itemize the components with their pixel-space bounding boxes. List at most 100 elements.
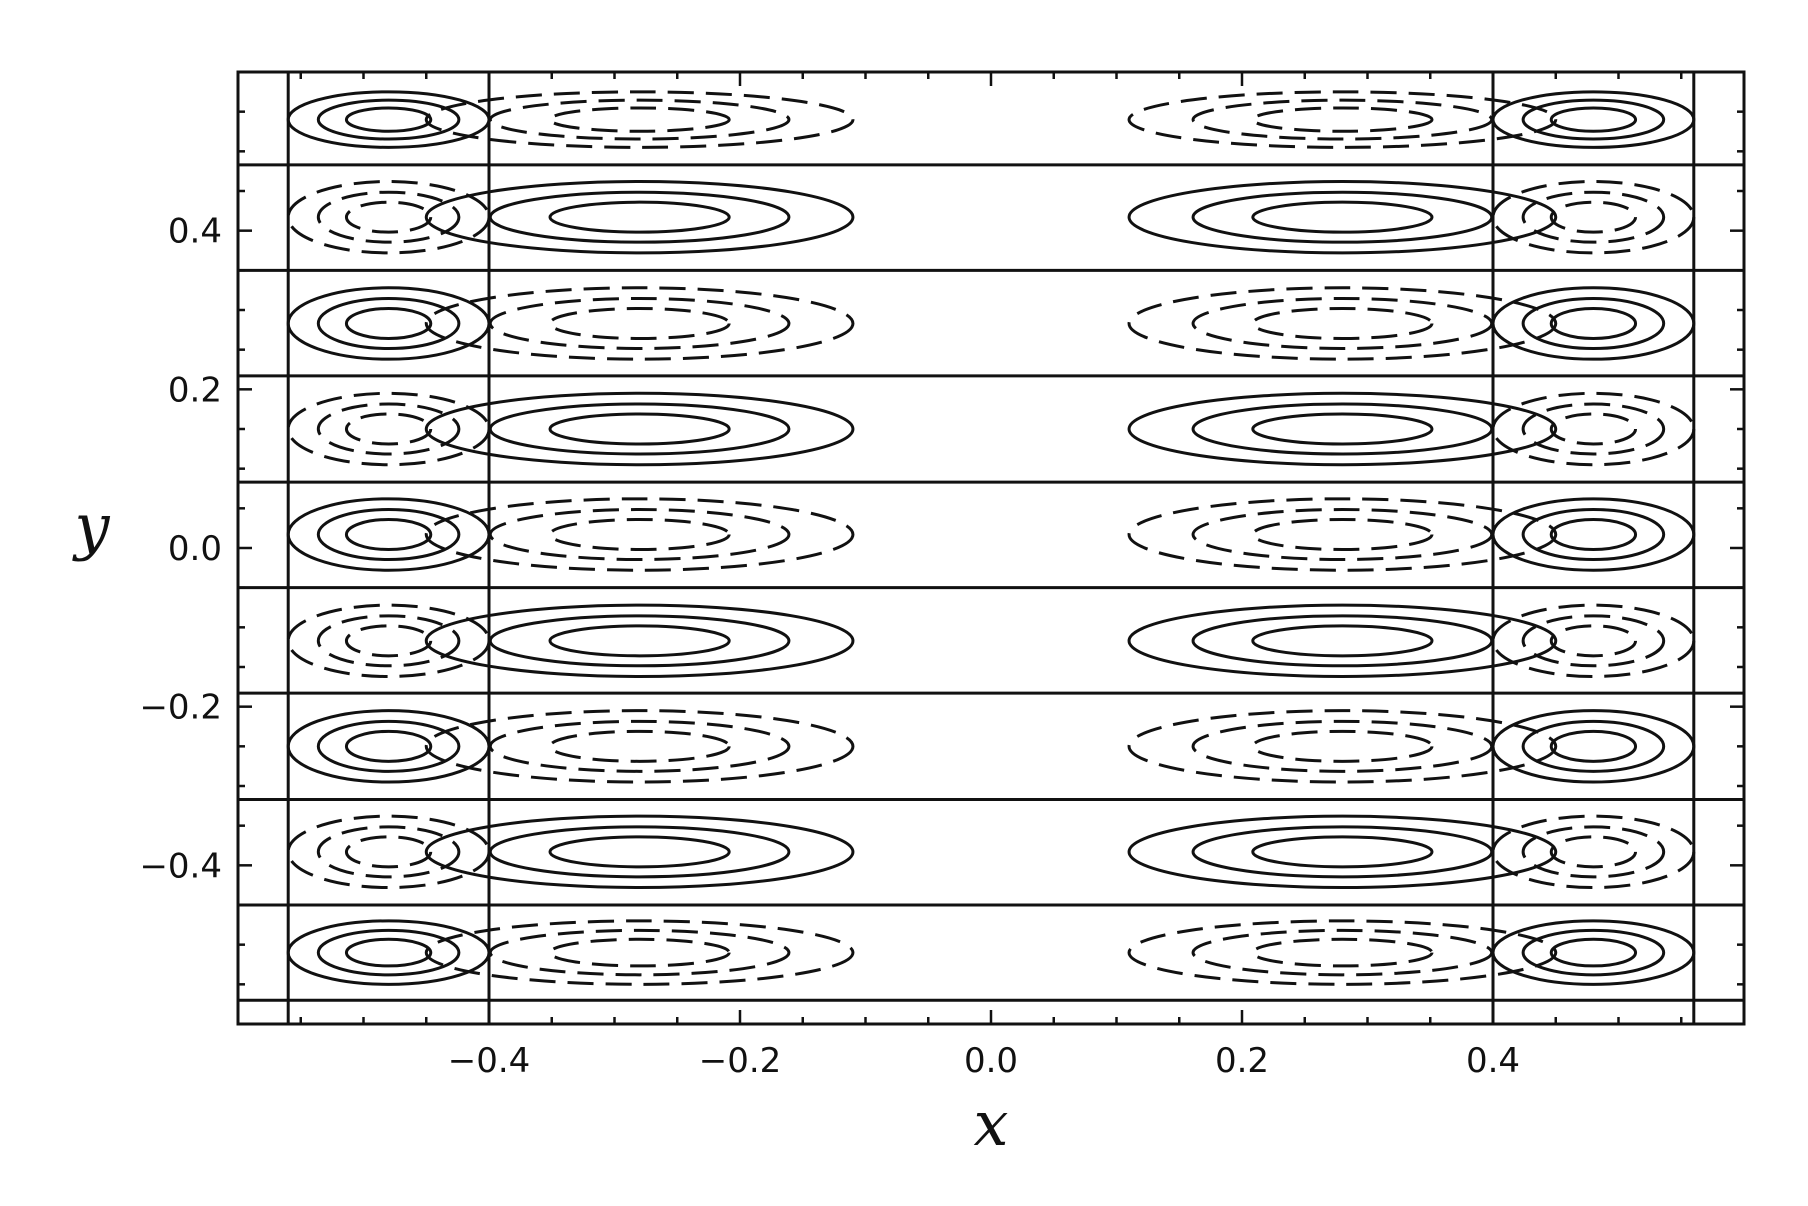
positive-contour-18-2	[344, 518, 433, 552]
negative-contour-1-2	[1251, 106, 1434, 133]
y-tick-label: −0.2	[139, 688, 222, 728]
negative-contour-23-1	[1521, 614, 1666, 668]
plot-frame	[236, 70, 1746, 1026]
negative-contour-24-2	[548, 729, 731, 763]
negative-contour-25-1	[1191, 719, 1494, 773]
negative-contour-23-2	[1549, 624, 1638, 658]
negative-contour-31-1	[1521, 825, 1666, 879]
negative-contour-32-0	[424, 919, 855, 986]
contour-lines	[286, 90, 1696, 986]
y-tick-label: 0.4	[168, 212, 222, 252]
negative-contour-1-0	[1127, 90, 1558, 149]
positive-contour-34-1	[316, 928, 461, 977]
positive-contour-11-1	[1521, 296, 1666, 350]
negative-contour-15-2	[1549, 412, 1638, 446]
negative-contour-15-1	[1521, 402, 1666, 456]
positive-contour-26-1	[316, 719, 461, 773]
negative-contour-25-0	[1127, 709, 1558, 784]
positive-contour-3-1	[1521, 98, 1666, 141]
negative-contour-8-2	[548, 306, 731, 340]
negative-contour-32-1	[488, 928, 791, 977]
positive-contour-34-2	[344, 937, 433, 968]
positive-contour-27-1	[1521, 719, 1666, 773]
positive-contour-12-2	[548, 412, 731, 446]
positive-contour-3-2	[1549, 106, 1638, 133]
y-tick-labels: −0.4 −0.2 0.0 0.2 0.4	[139, 212, 222, 887]
negative-contour-33-1	[1191, 928, 1494, 977]
positive-contour-4-1	[488, 190, 791, 244]
positive-contour-29-0	[1127, 814, 1558, 890]
negative-contour-7-2	[1549, 200, 1638, 234]
positive-contour-5-2	[1251, 200, 1434, 234]
negative-contour-16-0	[424, 497, 855, 572]
positive-contour-13-2	[1251, 412, 1434, 446]
zero-contour-lines	[238, 72, 1744, 1024]
positive-contour-19-2	[1549, 518, 1638, 552]
positive-contour-12-1	[488, 402, 791, 456]
negative-contour-33-2	[1251, 937, 1434, 968]
axis-ticks	[236, 70, 1746, 1026]
x-tick-label: 0.2	[1215, 1041, 1269, 1081]
positive-contour-20-1	[488, 614, 791, 668]
positive-contour-4-2	[548, 200, 731, 234]
positive-contour-5-1	[1191, 190, 1494, 244]
negative-contour-22-2	[344, 624, 433, 658]
positive-contour-35-2	[1549, 937, 1638, 968]
positive-contour-5-0	[1127, 179, 1558, 255]
negative-contour-30-2	[344, 835, 433, 869]
x-tick-label: −0.2	[699, 1041, 782, 1081]
negative-contour-16-2	[548, 518, 731, 552]
positive-contour-12-0	[424, 391, 855, 467]
negative-contour-24-1	[488, 719, 791, 773]
positive-contour-20-0	[424, 603, 855, 679]
negative-contour-14-1	[316, 402, 461, 456]
x-tick-labels: −0.4 −0.2 0.0 0.2 0.4	[448, 1041, 1520, 1081]
negative-contour-33-0	[1127, 919, 1558, 986]
positive-contour-29-1	[1191, 825, 1494, 879]
positive-contour-2-1	[316, 98, 461, 141]
x-tick-label: −0.4	[448, 1041, 531, 1081]
positive-contour-20-2	[548, 624, 731, 658]
negative-contour-9-2	[1251, 306, 1434, 340]
y-tick-label: 0.2	[168, 370, 222, 410]
negative-contour-0-1	[488, 98, 791, 141]
positive-contour-21-1	[1191, 614, 1494, 668]
positive-contour-4-0	[424, 179, 855, 255]
positive-contour-11-2	[1549, 306, 1638, 340]
positive-contour-13-0	[1127, 391, 1558, 467]
positive-contour-29-2	[1251, 835, 1434, 869]
positive-contour-2-2	[344, 106, 433, 133]
negative-contour-9-1	[1191, 296, 1494, 350]
positive-contour-26-2	[344, 729, 433, 763]
negative-contour-1-1	[1191, 98, 1494, 141]
negative-contour-30-1	[316, 825, 461, 879]
negative-contour-32-2	[548, 937, 731, 968]
negative-contour-0-2	[548, 106, 731, 133]
positive-contour-18-1	[316, 508, 461, 562]
negative-contour-17-0	[1127, 497, 1558, 572]
x-tick-label: 0.0	[964, 1041, 1018, 1081]
negative-contour-24-0	[424, 709, 855, 784]
positive-contour-35-1	[1521, 928, 1666, 977]
y-axis-label: y	[71, 490, 110, 563]
positive-contour-13-1	[1191, 402, 1494, 456]
negative-contour-8-1	[488, 296, 791, 350]
positive-contour-28-0	[424, 814, 855, 890]
negative-contour-14-2	[344, 412, 433, 446]
negative-contour-8-0	[424, 286, 855, 361]
positive-contour-28-2	[548, 835, 731, 869]
negative-contour-16-1	[488, 508, 791, 562]
positive-contour-10-2	[344, 306, 433, 340]
positive-contour-27-2	[1549, 729, 1638, 763]
positive-contour-28-1	[488, 825, 791, 879]
negative-contour-22-1	[316, 614, 461, 668]
y-tick-label: −0.4	[139, 846, 222, 886]
negative-contour-17-2	[1251, 518, 1434, 552]
x-tick-label: 0.4	[1466, 1041, 1520, 1081]
negative-contour-31-2	[1549, 835, 1638, 869]
negative-contour-6-2	[344, 200, 433, 234]
positive-contour-21-2	[1251, 624, 1434, 658]
negative-contour-0-0	[424, 90, 855, 149]
positive-contour-19-1	[1521, 508, 1666, 562]
